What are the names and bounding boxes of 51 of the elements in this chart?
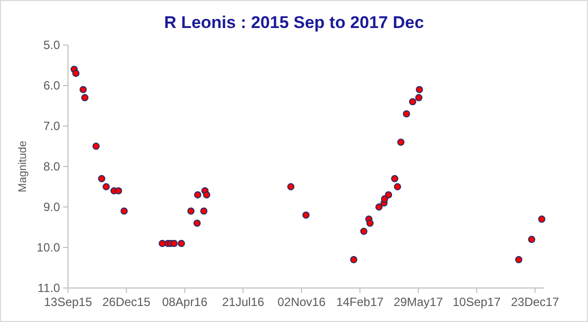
y-tick-label: 8.0 (43, 160, 60, 174)
point (203, 191, 210, 198)
point (80, 86, 87, 94)
chart-title: R Leonis : 2015 Sep to 2017 Dec (164, 13, 424, 32)
point (360, 228, 368, 235)
point (92, 142, 100, 150)
point (120, 207, 128, 215)
y-tick-label: 7.0 (43, 119, 60, 134)
point (200, 207, 208, 215)
point (158, 240, 166, 248)
x-tick-label: 08Apr16 (162, 295, 208, 309)
y-tick-label: 6.0 (43, 78, 60, 93)
point (366, 220, 374, 227)
x-tick-label: 29May17 (394, 295, 444, 309)
x-tick-label: 23Dec17 (510, 295, 560, 309)
point (194, 220, 201, 227)
point (538, 216, 546, 223)
point (302, 212, 310, 219)
point (170, 240, 178, 248)
point (416, 86, 423, 94)
point (114, 187, 122, 194)
point (384, 191, 392, 198)
point (287, 183, 294, 190)
point (81, 94, 88, 102)
point (375, 203, 383, 211)
x-tick-label: 10Sep17 (452, 295, 501, 309)
y-tick-label: 9.0 (43, 200, 60, 214)
y-axis-title: Magnitude (17, 140, 29, 192)
x-tick-label: 21Jul16 (222, 295, 264, 309)
point (72, 70, 80, 77)
y-tick-label: 10.0 (36, 240, 60, 255)
x-tick-label: 13Sep15 (44, 295, 92, 309)
point (178, 240, 185, 248)
point (402, 110, 410, 118)
y-tick-label: 5.0 (43, 38, 60, 52)
point (350, 256, 358, 264)
point (194, 191, 202, 198)
y-tick-label: 11.0 (38, 281, 60, 296)
point (515, 256, 522, 264)
x-tick-label: 02Nov16 (277, 295, 326, 309)
point (409, 98, 416, 106)
point (98, 175, 106, 182)
x-tick-label: 26Dec15 (102, 295, 151, 309)
point (187, 207, 195, 215)
point (528, 236, 536, 243)
point (397, 138, 404, 146)
point (394, 183, 402, 190)
point (391, 175, 398, 182)
x-tick-label: 14Feb17 (336, 295, 384, 309)
point (415, 94, 422, 102)
point (102, 183, 110, 190)
